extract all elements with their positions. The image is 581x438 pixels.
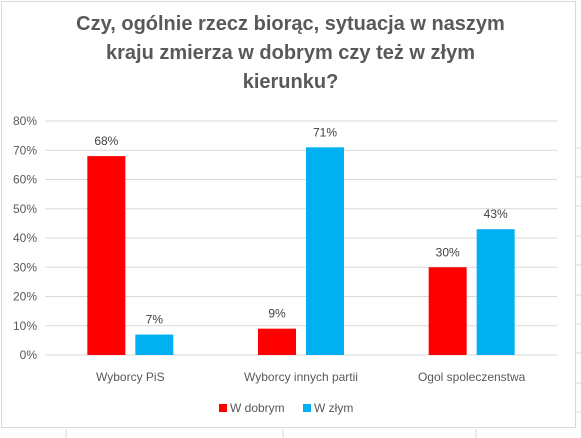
bar-w-zlym-1: [306, 147, 344, 355]
legend-swatch-1: [303, 404, 311, 412]
data-label-w-dobrym-2: 30%: [436, 245, 460, 259]
data-label-w-zlym-1: 71%: [313, 125, 337, 139]
y-tick-label-1: 10%: [13, 319, 37, 333]
data-label-w-dobrym-1: 9%: [268, 307, 286, 321]
category-label-0: Wyborcy PiS: [96, 370, 165, 384]
y-tick-label-4: 40%: [13, 231, 37, 245]
bar-w-dobrym-2: [428, 267, 467, 355]
legend-swatch-0: [219, 404, 227, 412]
legend-label-1: W złym: [314, 401, 353, 415]
chart-title-line-1: Czy, ogólnie rzecz biorąc, sytuacja w na…: [76, 13, 505, 35]
data-label-w-zlym-0: 7%: [146, 313, 164, 327]
chart-title-line-2: kraju zmierza w dobrym czy też w złym: [105, 42, 475, 64]
bar-w-zlym-0: [135, 334, 174, 355]
bar-w-zlym-2: [476, 229, 515, 355]
category-label-1: Wyborcy innych partii: [244, 370, 358, 384]
y-tick-label-3: 30%: [13, 260, 37, 274]
bar-w-dobrym-0: [87, 156, 126, 355]
y-tick-label-5: 50%: [13, 202, 37, 216]
chart-title-line-3: kierunku?: [242, 71, 339, 93]
y-tick-label-2: 20%: [13, 290, 37, 304]
y-tick-label-8: 80%: [13, 114, 37, 128]
data-label-w-zlym-2: 43%: [484, 207, 508, 221]
bar-w-dobrym-1: [258, 328, 296, 355]
y-tick-label-6: 60%: [13, 173, 37, 187]
chart-title: Czy, ogólnie rzecz biorąc, sytuacja w na…: [0, 0, 581, 97]
data-label-w-dobrym-0: 68%: [94, 134, 118, 148]
legend-label-0: W dobrym: [230, 401, 285, 415]
category-label-2: Ogol spoleczenstwa: [418, 370, 526, 384]
y-tick-label-7: 70%: [13, 143, 37, 157]
y-tick-label-0: 0%: [20, 348, 38, 362]
